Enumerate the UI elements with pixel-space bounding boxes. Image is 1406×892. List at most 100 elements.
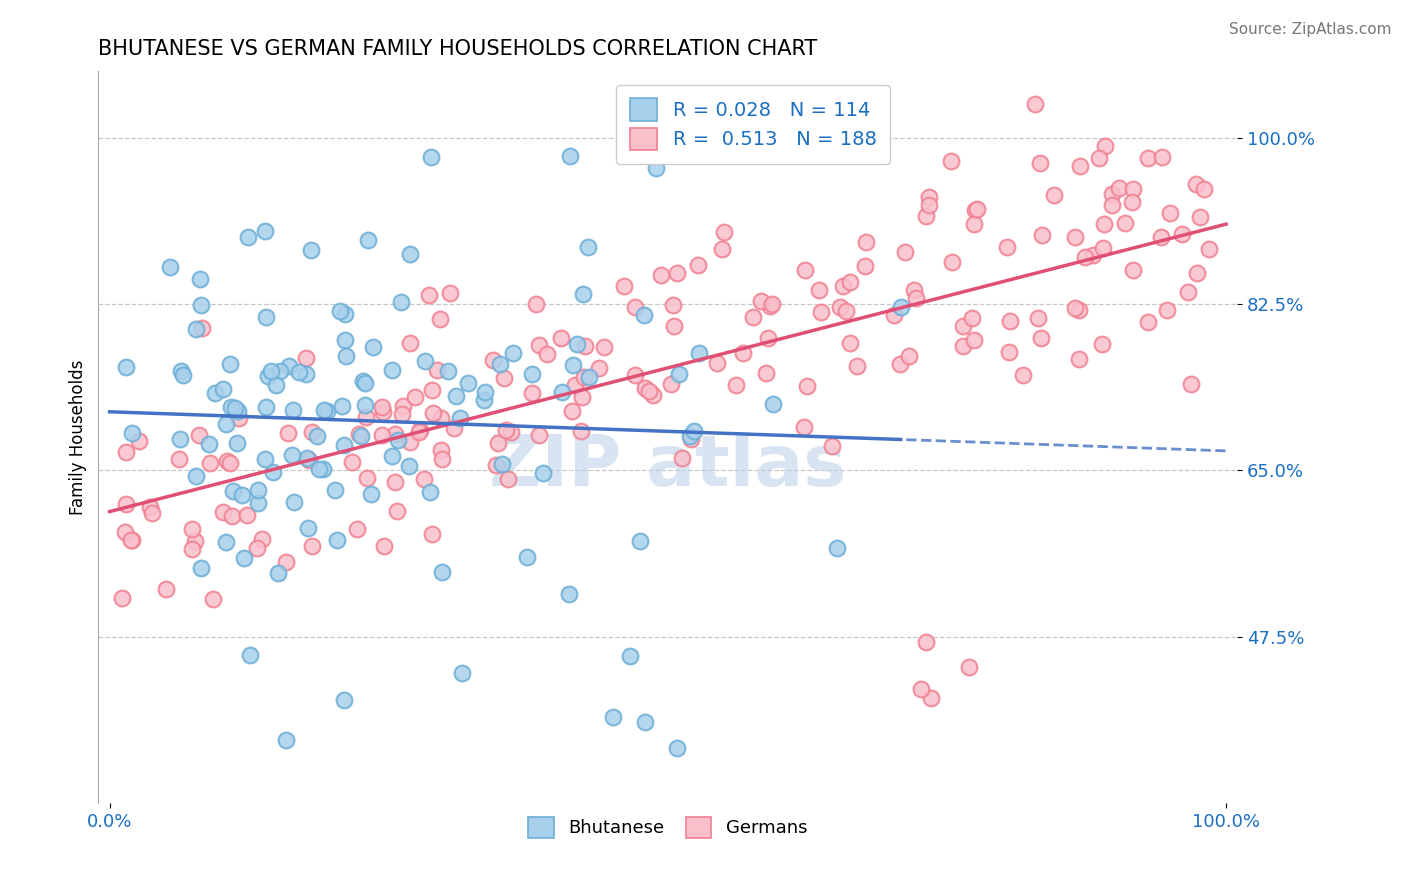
Point [1063, 230, 1085, 244]
Point [662, 319, 685, 334]
Point [1122, 263, 1144, 277]
Point [474, 393, 496, 408]
Point [1064, 301, 1087, 315]
Point [172, 368, 194, 382]
Y-axis label: Family Households: Family Households [69, 359, 87, 515]
Point [1159, 205, 1181, 219]
Point [225, 435, 247, 450]
Point [204, 386, 226, 401]
Point [706, 357, 728, 371]
Point [446, 389, 468, 403]
Point [308, 462, 330, 476]
Point [412, 472, 434, 486]
Point [1101, 198, 1123, 212]
Point [200, 455, 222, 469]
Point [915, 635, 938, 649]
Point [536, 346, 558, 360]
Point [796, 379, 818, 393]
Point [952, 318, 974, 333]
Point [398, 336, 420, 351]
Point [228, 411, 250, 425]
Point [1136, 315, 1159, 329]
Point [1192, 182, 1215, 196]
Point [1024, 97, 1046, 112]
Point [371, 428, 394, 442]
Point [1185, 266, 1208, 280]
Point [190, 561, 212, 575]
Point [619, 649, 641, 664]
Point [910, 681, 932, 696]
Point [894, 244, 917, 259]
Point [180, 522, 202, 536]
Point [141, 506, 163, 520]
Point [904, 292, 927, 306]
Point [191, 321, 214, 335]
Point [430, 442, 453, 457]
Point [679, 429, 702, 443]
Point [485, 458, 508, 473]
Point [683, 424, 706, 438]
Point [328, 304, 350, 318]
Point [665, 266, 688, 280]
Point [889, 357, 911, 371]
Point [281, 448, 304, 462]
Point [221, 508, 243, 523]
Point [1108, 181, 1130, 195]
Point [350, 429, 373, 443]
Point [1081, 248, 1104, 262]
Point [1088, 152, 1111, 166]
Point [638, 384, 661, 398]
Point [184, 469, 207, 483]
Point [713, 225, 735, 239]
Point [1092, 241, 1115, 255]
Point [333, 334, 356, 348]
Point [918, 198, 941, 212]
Point [347, 426, 370, 441]
Text: BHUTANESE VS GERMAN FAMILY HOUSEHOLDS CORRELATION CHART: BHUTANESE VS GERMAN FAMILY HOUSEHOLDS CO… [98, 38, 818, 59]
Point [198, 437, 221, 451]
Point [430, 451, 453, 466]
Point [1170, 227, 1192, 241]
Point [838, 275, 860, 289]
Point [425, 363, 447, 377]
Point [939, 154, 962, 169]
Point [759, 299, 782, 313]
Point [254, 310, 277, 325]
Point [111, 591, 134, 606]
Point [558, 149, 581, 163]
Point [576, 240, 599, 254]
Point [1150, 230, 1173, 244]
Point [277, 359, 299, 373]
Point [430, 566, 453, 580]
Point [952, 338, 974, 352]
Point [624, 300, 647, 314]
Point [188, 272, 211, 286]
Point [228, 403, 250, 417]
Point [671, 450, 693, 465]
Point [1185, 177, 1208, 191]
Point [914, 209, 936, 223]
Point [239, 648, 262, 662]
Point [159, 260, 181, 274]
Point [346, 522, 368, 536]
Point [184, 322, 207, 336]
Point [491, 457, 513, 471]
Point [211, 382, 233, 396]
Point [222, 484, 245, 499]
Point [235, 508, 257, 522]
Point [1029, 330, 1052, 344]
Point [276, 732, 298, 747]
Point [371, 400, 394, 414]
Point [918, 190, 941, 204]
Point [439, 286, 461, 301]
Point [645, 161, 668, 175]
Point [266, 566, 288, 581]
Point [264, 377, 287, 392]
Point [838, 336, 860, 351]
Point [1198, 243, 1220, 257]
Point [422, 406, 444, 420]
Point [385, 503, 408, 517]
Point [957, 660, 980, 674]
Point [1122, 182, 1144, 196]
Point [181, 541, 204, 556]
